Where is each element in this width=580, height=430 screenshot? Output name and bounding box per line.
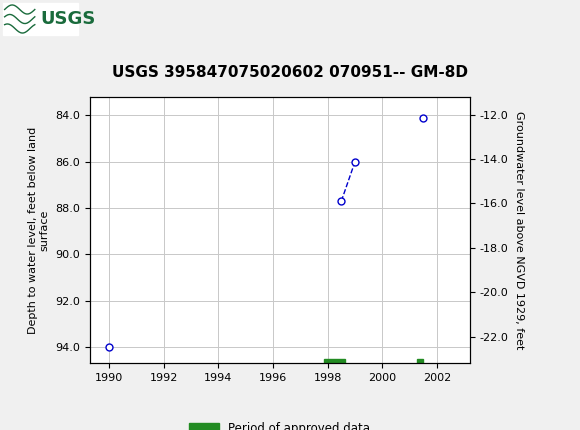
Legend: Period of approved data: Period of approved data: [184, 417, 375, 430]
Text: USGS 395847075020602 070951-- GM-8D: USGS 395847075020602 070951-- GM-8D: [112, 64, 468, 80]
Y-axis label: Depth to water level, feet below land
surface: Depth to water level, feet below land su…: [28, 126, 50, 334]
Bar: [3, 3, 78, 35]
Bar: [416, 359, 423, 363]
Y-axis label: Groundwater level above NGVD 1929, feet: Groundwater level above NGVD 1929, feet: [514, 111, 524, 349]
Bar: [324, 359, 346, 363]
Text: USGS: USGS: [41, 10, 96, 28]
